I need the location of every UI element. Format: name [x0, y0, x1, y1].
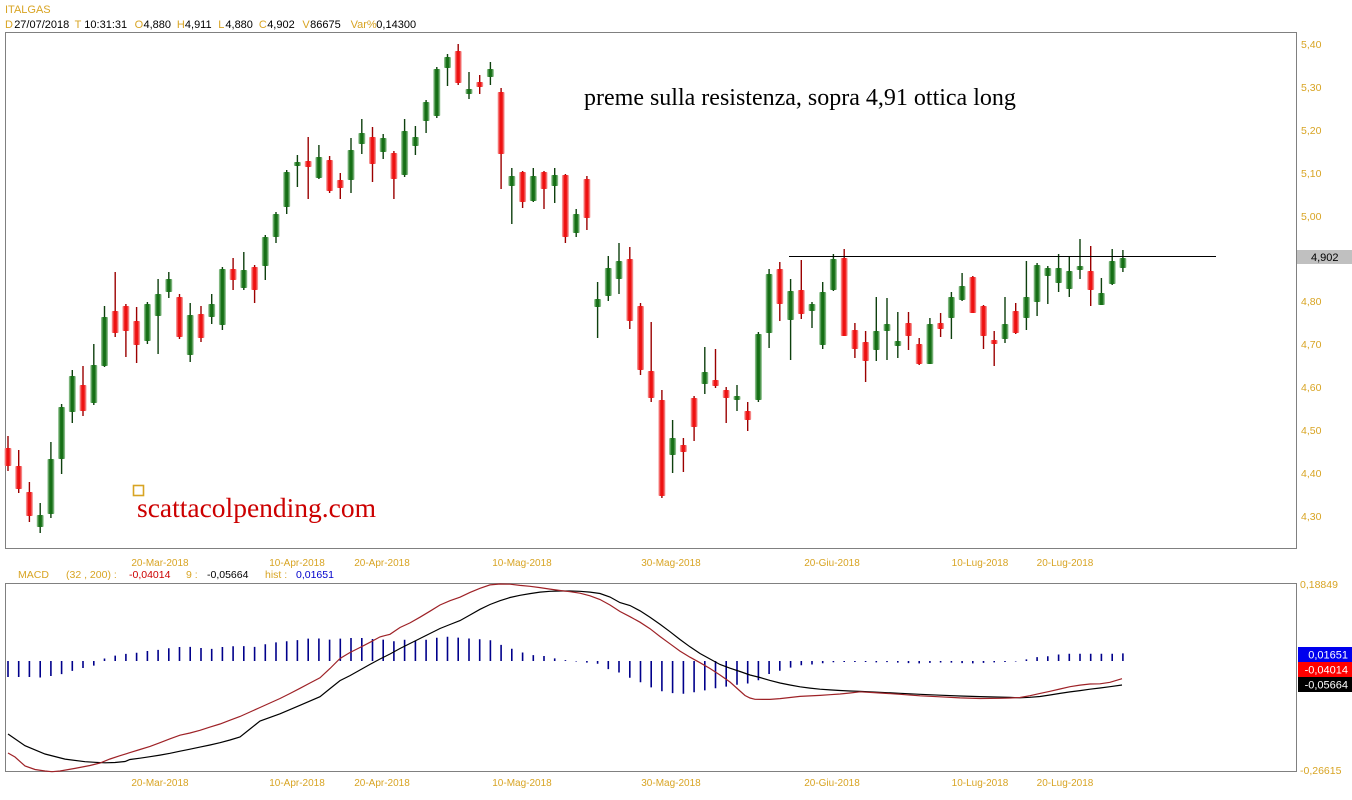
- svg-text:0,14300: 0,14300: [376, 19, 416, 31]
- svg-text:4,902: 4,902: [267, 19, 295, 31]
- svg-text:4,880: 4,880: [225, 19, 253, 31]
- svg-text:preme sulla resistenza, sopra: preme sulla resistenza, sopra 4,91 ottic…: [584, 85, 1016, 111]
- svg-text:scattacolpending.com: scattacolpending.com: [137, 492, 376, 523]
- svg-text:5,30: 5,30: [1301, 82, 1322, 94]
- svg-text:L: L: [218, 19, 224, 31]
- svg-text:C: C: [259, 19, 267, 31]
- svg-text:D: D: [5, 19, 13, 31]
- svg-text:20-Lug-2018: 20-Lug-2018: [1037, 778, 1094, 789]
- svg-text:20-Lug-2018: 20-Lug-2018: [1037, 558, 1094, 569]
- svg-text:ITALGAS: ITALGAS: [5, 4, 51, 16]
- svg-text:10-Lug-2018: 10-Lug-2018: [952, 558, 1009, 569]
- svg-text:(32 , 200) :: (32 , 200) :: [66, 569, 117, 581]
- svg-text:4,880: 4,880: [144, 19, 172, 31]
- svg-text:4,70: 4,70: [1301, 339, 1322, 351]
- svg-text:-0,05664: -0,05664: [207, 569, 249, 581]
- svg-text:10-Apr-2018: 10-Apr-2018: [269, 778, 325, 789]
- svg-text:MACD: MACD: [18, 569, 49, 581]
- svg-text:10-Mag-2018: 10-Mag-2018: [492, 558, 552, 569]
- svg-text:T: T: [75, 19, 82, 31]
- svg-text:4,911: 4,911: [185, 19, 212, 31]
- svg-text:10:31:31: 10:31:31: [84, 19, 127, 31]
- svg-text:20-Mar-2018: 20-Mar-2018: [131, 778, 189, 789]
- svg-text:20-Giu-2018: 20-Giu-2018: [804, 558, 860, 569]
- svg-text:4,80: 4,80: [1301, 296, 1322, 308]
- svg-text:10-Mag-2018: 10-Mag-2018: [492, 778, 552, 789]
- svg-text:hist :: hist :: [265, 569, 287, 581]
- svg-text:30-Mag-2018: 30-Mag-2018: [641, 558, 701, 569]
- svg-text:0,01651: 0,01651: [1308, 650, 1348, 662]
- svg-text:10-Lug-2018: 10-Lug-2018: [952, 778, 1009, 789]
- svg-text:30-Mag-2018: 30-Mag-2018: [641, 778, 701, 789]
- svg-text:27/07/2018: 27/07/2018: [14, 19, 69, 31]
- svg-text:86675: 86675: [310, 19, 341, 31]
- svg-text:5,10: 5,10: [1301, 168, 1322, 180]
- svg-text:4,902: 4,902: [1311, 252, 1339, 264]
- svg-text:5,20: 5,20: [1301, 125, 1322, 137]
- svg-text:-0,05664: -0,05664: [1305, 680, 1348, 692]
- svg-text:0,01651: 0,01651: [296, 569, 334, 581]
- svg-text:V: V: [302, 19, 310, 31]
- svg-text:5,40: 5,40: [1301, 39, 1322, 51]
- svg-text:O: O: [135, 19, 144, 31]
- svg-text:20-Apr-2018: 20-Apr-2018: [354, 778, 410, 789]
- svg-text:20-Mar-2018: 20-Mar-2018: [131, 558, 189, 569]
- svg-text:4,60: 4,60: [1301, 382, 1322, 394]
- svg-text:-0,04014: -0,04014: [129, 569, 171, 581]
- svg-text:0,18849: 0,18849: [1300, 579, 1338, 591]
- svg-text:4,30: 4,30: [1301, 511, 1322, 523]
- svg-text:20-Giu-2018: 20-Giu-2018: [804, 778, 860, 789]
- svg-text:H: H: [177, 19, 185, 31]
- svg-text:5,00: 5,00: [1301, 211, 1322, 223]
- svg-text:4,50: 4,50: [1301, 425, 1322, 437]
- svg-text:-0,04014: -0,04014: [1305, 665, 1348, 677]
- svg-text:10-Apr-2018: 10-Apr-2018: [269, 558, 325, 569]
- svg-text:9 :: 9 :: [186, 569, 198, 581]
- svg-text:Var%: Var%: [351, 19, 377, 31]
- svg-text:-0,26615: -0,26615: [1300, 765, 1342, 777]
- svg-text:20-Apr-2018: 20-Apr-2018: [354, 558, 410, 569]
- svg-text:4,40: 4,40: [1301, 468, 1322, 480]
